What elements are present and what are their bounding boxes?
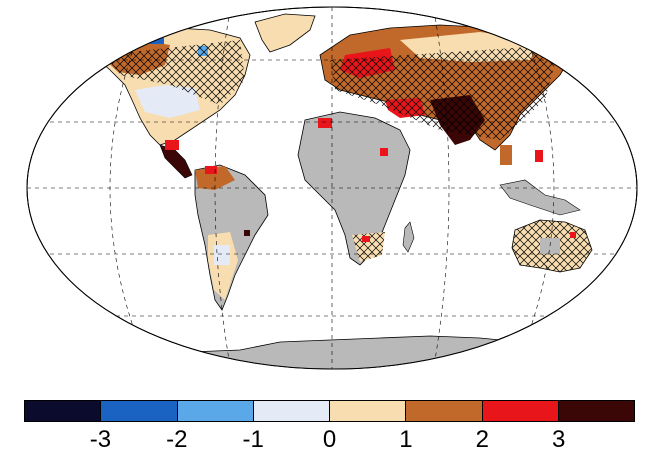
colorbar-tick-label: 1 xyxy=(399,426,413,453)
graticule xyxy=(27,7,637,369)
colorbar-swatch xyxy=(330,401,407,421)
colorbar-ticks: -3 -2 -1 0 1 2 3 xyxy=(24,426,635,456)
argentina-cool xyxy=(214,245,230,265)
philippines-hot xyxy=(535,150,543,162)
colorbar-swatch xyxy=(406,401,483,421)
canada-cold-patch xyxy=(150,38,164,44)
colorbar-tick-label: 0 xyxy=(322,426,337,453)
colorbar-tick-label: 2 xyxy=(475,426,489,453)
colorbar-tick-label: -2 xyxy=(166,426,188,453)
mexico-warming xyxy=(165,140,179,150)
madagascar-landmass xyxy=(402,221,415,253)
north-america-hatch xyxy=(105,40,245,105)
colorbar-swatch xyxy=(482,401,559,421)
map-boundary xyxy=(26,6,638,370)
east-africa-hot xyxy=(380,148,388,156)
north-africa-hot xyxy=(318,118,332,128)
colorbar-swatch xyxy=(253,401,330,421)
southeast-asia-islands xyxy=(499,179,581,216)
colorbar-swatch xyxy=(25,401,102,421)
colorbar-swatch xyxy=(177,401,254,421)
brazil-dark xyxy=(244,230,250,236)
colorbar-tick-label: -1 xyxy=(242,426,264,453)
australia-hot-patch xyxy=(570,232,576,238)
colorbar-swatch xyxy=(101,401,178,421)
colorbar-swatch xyxy=(558,401,634,421)
indochina-warm xyxy=(500,145,512,165)
eurasia-hatch xyxy=(330,45,560,140)
us-cooling-region xyxy=(135,85,200,118)
central-america-landmass xyxy=(159,144,193,179)
colorbar-tick-label: 3 xyxy=(551,426,566,453)
venezuela-hot xyxy=(205,166,217,174)
colorbar xyxy=(24,400,635,422)
south-africa-hatch xyxy=(352,232,385,262)
world-map xyxy=(26,6,638,370)
colorbar-tick-label: -3 xyxy=(89,426,112,453)
south-africa-hot xyxy=(362,236,370,242)
greenland-landmass xyxy=(254,13,316,53)
